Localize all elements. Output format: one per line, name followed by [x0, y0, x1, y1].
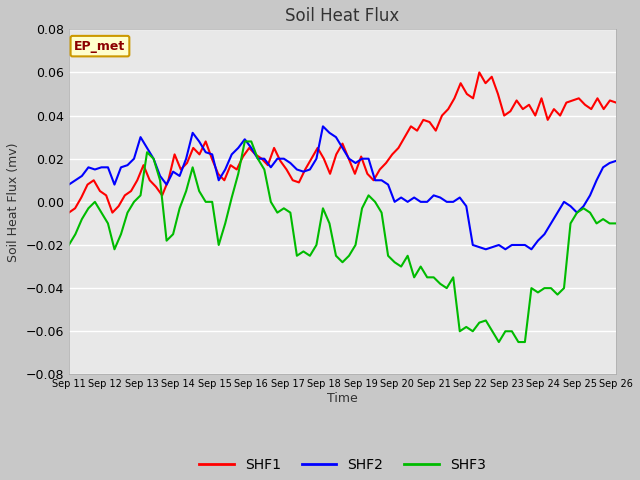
Title: Soil Heat Flux: Soil Heat Flux [285, 7, 399, 25]
Legend: SHF1, SHF2, SHF3: SHF1, SHF2, SHF3 [193, 453, 492, 478]
Text: EP_met: EP_met [74, 40, 125, 53]
X-axis label: Time: Time [327, 392, 358, 405]
Y-axis label: Soil Heat Flux (mv): Soil Heat Flux (mv) [7, 142, 20, 262]
